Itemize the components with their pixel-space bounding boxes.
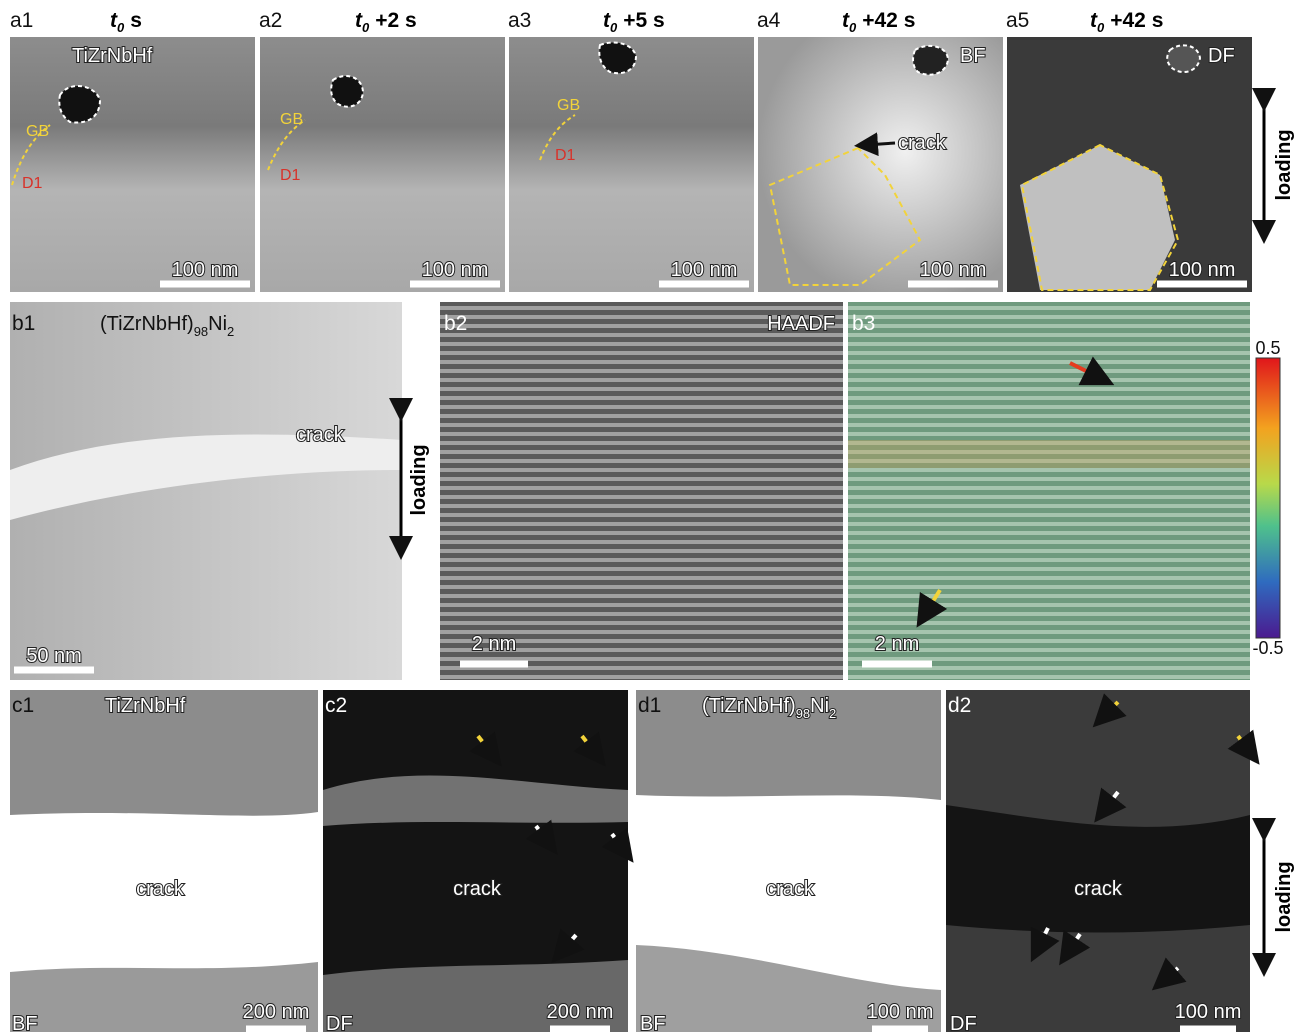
scale-label: 100 nm bbox=[671, 259, 738, 281]
panel-label: d1 bbox=[638, 694, 661, 717]
crack-label: crack bbox=[136, 878, 185, 900]
colorbar-min: -0.5 bbox=[1252, 638, 1283, 658]
defect-label: D1 bbox=[22, 175, 43, 192]
panel-label: a1 bbox=[10, 9, 33, 32]
crack-label: crack bbox=[766, 878, 815, 900]
mode-label: DF bbox=[326, 1013, 353, 1032]
time: +42 s bbox=[862, 9, 915, 32]
time-title: t0+42 s bbox=[842, 9, 915, 35]
outline bbox=[913, 46, 948, 75]
micrograph bbox=[10, 37, 255, 292]
time: +2 s bbox=[375, 9, 416, 32]
scale-label: 100 nm bbox=[867, 1001, 934, 1023]
formula-sub: 2 bbox=[829, 706, 836, 721]
scale-label: 2 nm bbox=[472, 633, 516, 655]
loading-label: loading bbox=[1273, 861, 1295, 932]
sample-label: TiZrNbHf bbox=[105, 695, 186, 717]
formula-sub: 98 bbox=[194, 324, 208, 339]
formula-element: Ni bbox=[208, 313, 227, 335]
scale-label: 100 nm bbox=[422, 259, 489, 281]
formula-element: Ni bbox=[810, 695, 829, 717]
scale-label: 100 nm bbox=[1169, 259, 1236, 281]
mode-label: HAADF bbox=[767, 313, 835, 335]
time-sub: 0 bbox=[362, 20, 370, 35]
formula-sub: 2 bbox=[227, 324, 234, 339]
micrograph bbox=[440, 302, 843, 680]
panel-label: a3 bbox=[508, 9, 531, 32]
defect-label: D1 bbox=[280, 167, 301, 184]
formula-base: (TiZrNbHf) bbox=[100, 313, 194, 335]
row-b: b1 (TiZrNbHf)98Ni2 crack loading 50 nm b… bbox=[10, 302, 1284, 680]
gb-label: GB bbox=[26, 123, 49, 140]
scale-label: 100 nm bbox=[1175, 1001, 1242, 1023]
panel-label: c2 bbox=[325, 694, 347, 717]
panel-label: b2 bbox=[444, 312, 467, 335]
scale-label: 200 nm bbox=[243, 1001, 310, 1023]
gb-label: GB bbox=[280, 111, 303, 128]
time-sub: 0 bbox=[849, 20, 857, 35]
time-title: t0+42 s bbox=[1090, 9, 1163, 35]
panel-label: d2 bbox=[948, 694, 971, 717]
strain-map bbox=[848, 302, 1250, 680]
mode-label: BF bbox=[640, 1013, 666, 1032]
micrograph bbox=[509, 37, 754, 292]
row-cd: c1 TiZrNbHf crack BF 200 nm c2 crack DF … bbox=[10, 690, 1295, 1032]
panel-label: a4 bbox=[757, 9, 781, 32]
panel-label: b1 bbox=[12, 312, 35, 335]
sample-label: TiZrNbHf bbox=[72, 45, 153, 67]
panel-label: a2 bbox=[259, 9, 282, 32]
time-title: t0+5 s bbox=[603, 9, 665, 35]
time-sub: 0 bbox=[610, 20, 618, 35]
mode-label: BF bbox=[960, 45, 986, 67]
crack-label: crack bbox=[1074, 878, 1123, 900]
time-sub: 0 bbox=[1097, 20, 1105, 35]
time-title: t0+2 s bbox=[355, 9, 417, 35]
scale-label: 2 nm bbox=[875, 633, 919, 655]
time: s bbox=[130, 9, 142, 32]
mode-label: DF bbox=[1208, 45, 1235, 67]
crack-label: crack bbox=[453, 878, 502, 900]
time: +42 s bbox=[1110, 9, 1163, 32]
time: +5 s bbox=[623, 9, 664, 32]
formula-base: (TiZrNbHf) bbox=[702, 695, 796, 717]
figure: a1 a2 a3 a4 a5 t0s t0+2 s t0+5 s t0+42 s… bbox=[0, 0, 1298, 1032]
mode-label: BF bbox=[12, 1013, 38, 1032]
gb-label: GB bbox=[557, 97, 580, 114]
loading-label: loading bbox=[1273, 129, 1295, 200]
micrograph bbox=[758, 37, 1003, 292]
outline bbox=[599, 43, 636, 74]
arrow bbox=[866, 143, 895, 145]
panel-label: b3 bbox=[852, 312, 875, 335]
formula-sub: 98 bbox=[796, 706, 810, 721]
crack-label: crack bbox=[296, 424, 345, 446]
crack-label: crack bbox=[898, 132, 947, 154]
colorbar-max: 0.5 bbox=[1255, 338, 1280, 358]
scale-label: 200 nm bbox=[547, 1001, 614, 1023]
scale-label: 50 nm bbox=[26, 645, 82, 667]
defect-label: D1 bbox=[555, 147, 576, 164]
micrograph bbox=[260, 37, 505, 292]
mode-label: DF bbox=[950, 1013, 977, 1032]
colorbar bbox=[1256, 358, 1280, 638]
panel-label: a5 bbox=[1006, 9, 1029, 32]
scale-label: 100 nm bbox=[172, 259, 239, 281]
loading-label: loading bbox=[408, 444, 430, 515]
strain-band bbox=[848, 440, 1250, 468]
scale-label: 100 nm bbox=[920, 259, 987, 281]
time-sub: 0 bbox=[117, 20, 125, 35]
panel-label: c1 bbox=[12, 694, 34, 717]
